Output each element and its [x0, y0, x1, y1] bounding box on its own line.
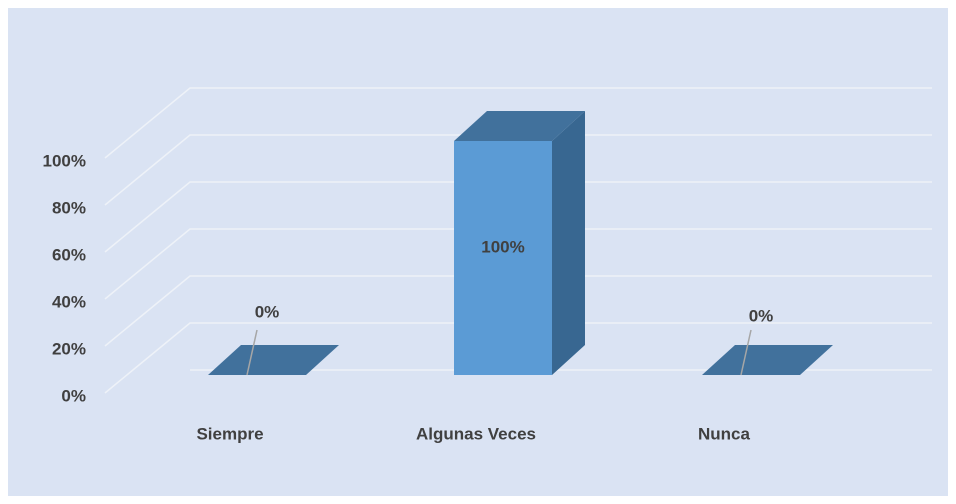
bar-top — [454, 111, 585, 141]
y-tick-label: 40% — [52, 292, 86, 311]
data-label: 100% — [481, 237, 524, 256]
leader-line — [246, 329, 258, 376]
y-tick-label: 60% — [52, 245, 86, 264]
x-tick-label: Nunca — [698, 424, 751, 443]
grid-line — [104, 87, 932, 159]
y-tick-label: 0% — [61, 386, 86, 405]
y-tick-label: 20% — [52, 339, 86, 358]
data-label: 0% — [749, 306, 774, 325]
bar-top — [208, 345, 339, 375]
y-tick-label: 100% — [43, 151, 86, 170]
bar — [702, 345, 833, 375]
x-tick-label: Siempre — [196, 424, 263, 443]
grid-line — [104, 275, 932, 347]
bar — [454, 111, 585, 375]
grid-line — [104, 228, 932, 300]
leader-line — [740, 329, 752, 376]
bar-side — [552, 111, 585, 375]
grid-line — [104, 181, 932, 253]
y-tick-label: 80% — [52, 198, 86, 217]
bar-top — [702, 345, 833, 375]
data-label: 0% — [255, 302, 280, 321]
bar-front — [454, 141, 552, 375]
grid-line — [104, 322, 932, 394]
bar — [208, 345, 339, 375]
x-tick-label: Algunas Veces — [416, 424, 536, 443]
grid-line — [104, 134, 932, 206]
